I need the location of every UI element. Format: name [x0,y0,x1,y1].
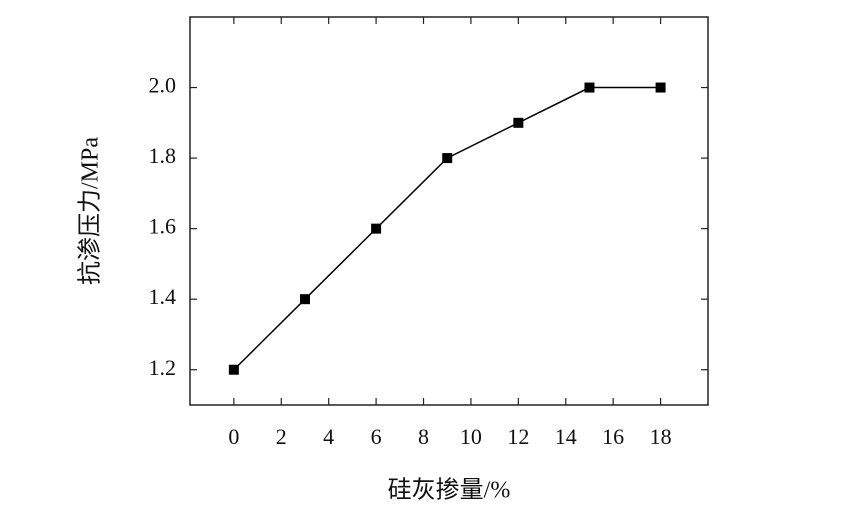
marker [228,364,239,375]
x-tick-label: 10 [460,424,482,449]
y-tick-label: 1.4 [149,284,177,309]
x-axis-title: 硅灰掺量/% [388,477,511,504]
marker [299,294,310,305]
x-tick-label: 6 [371,424,382,449]
x-tick-label: 12 [507,424,529,449]
x-tick-label: 0 [228,424,239,449]
marker [584,82,595,93]
x-tick-label: 2 [276,424,287,449]
marker [371,223,382,234]
y-tick-label: 1.2 [149,355,177,380]
marker [513,117,524,128]
x-tick-label: 4 [323,424,334,449]
y-tick-label: 1.6 [149,214,177,239]
x-tick-label: 16 [602,424,624,449]
x-tick-label: 14 [555,424,577,449]
plot-frame [189,16,709,406]
y-axis-title: 抗渗压力/MPa [77,137,104,285]
marker [655,82,666,93]
line [233,86,661,371]
x-tick-label: 8 [418,424,429,449]
marker [442,153,453,164]
x-tick-label: 18 [650,424,672,449]
y-tick-label: 1.8 [149,143,177,168]
y-tick-label: 2.0 [149,73,177,98]
